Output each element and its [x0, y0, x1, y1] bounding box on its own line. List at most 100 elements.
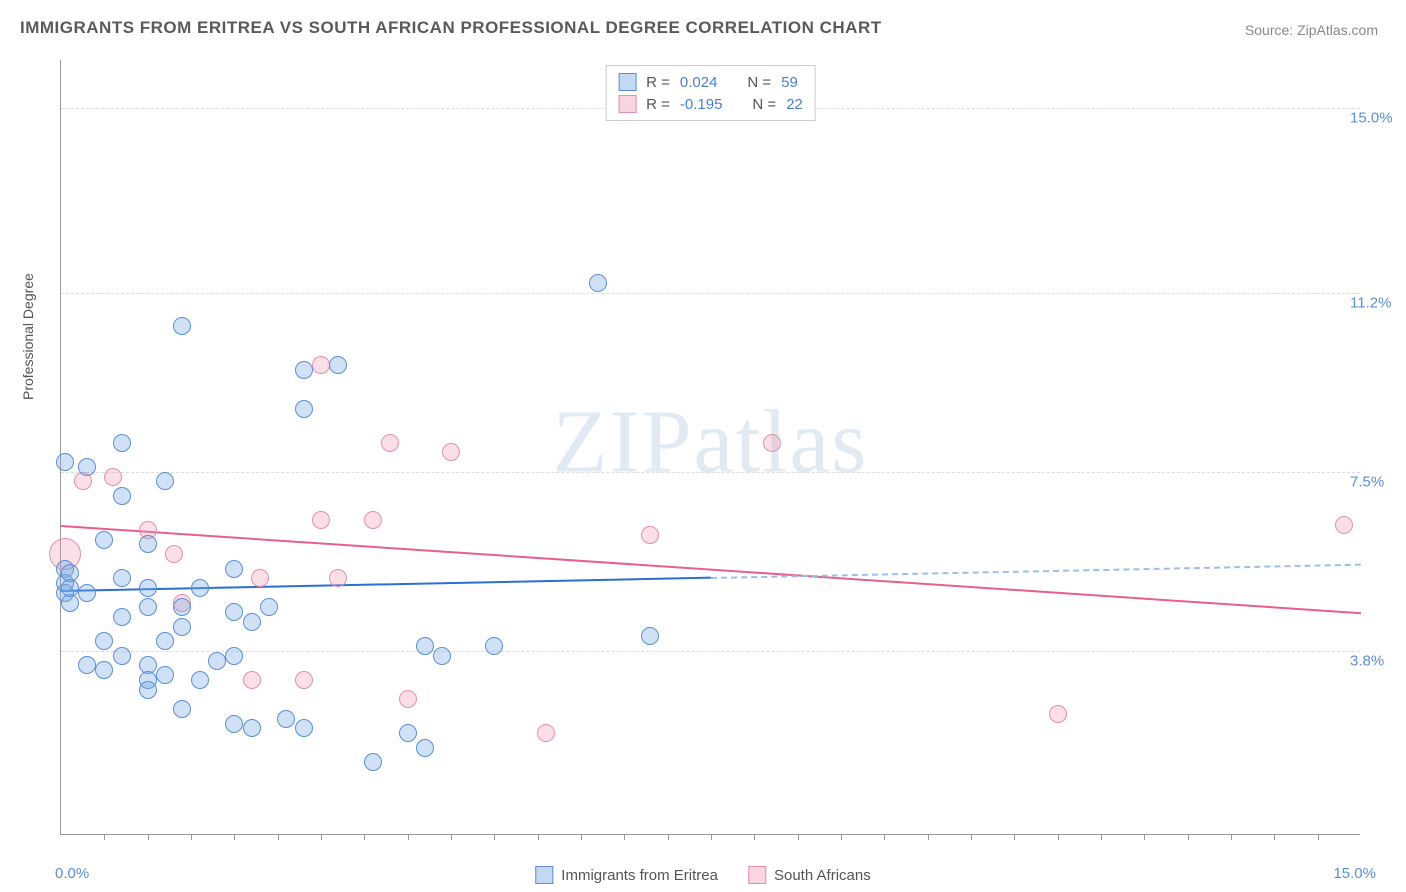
y-tick-label: 15.0% [1350, 110, 1406, 127]
data-point [295, 719, 313, 737]
swatch-pink [618, 95, 636, 113]
legend-row-blue: R = 0.024 N = 59 [618, 71, 803, 93]
data-point [208, 652, 226, 670]
source-attribution: Source: ZipAtlas.com [1245, 22, 1378, 38]
data-point [416, 739, 434, 757]
data-point [641, 627, 659, 645]
data-point [191, 671, 209, 689]
data-point [56, 453, 74, 471]
watermark: ZIPatlas [553, 390, 869, 493]
x-tick-mark [1058, 834, 1059, 840]
data-point [329, 569, 347, 587]
legend-item-blue: Immigrants from Eritrea [535, 866, 718, 884]
x-axis-max-label: 15.0% [1333, 865, 1376, 882]
x-axis-min-label: 0.0% [55, 865, 89, 882]
data-point [139, 598, 157, 616]
data-point [95, 632, 113, 650]
data-point [225, 647, 243, 665]
data-point [381, 434, 399, 452]
x-tick-mark [451, 834, 452, 840]
source-link[interactable]: ZipAtlas.com [1297, 22, 1378, 38]
x-tick-mark [1318, 834, 1319, 840]
data-point [95, 531, 113, 549]
swatch-blue-icon [535, 866, 553, 884]
data-point [1335, 516, 1353, 534]
legend-item-pink: South Africans [748, 866, 871, 884]
data-point [399, 690, 417, 708]
source-prefix: Source: [1245, 22, 1297, 38]
gridline [61, 472, 1360, 473]
swatch-blue [618, 73, 636, 91]
data-point [260, 598, 278, 616]
n-label: N = [752, 96, 776, 113]
data-point [113, 608, 131, 626]
gridline [61, 293, 1360, 294]
data-point [433, 647, 451, 665]
r-label: R = [646, 96, 670, 113]
gridline [61, 651, 1360, 652]
data-point [104, 468, 122, 486]
y-tick-label: 3.8% [1350, 652, 1406, 669]
data-point [295, 361, 313, 379]
data-point [78, 584, 96, 602]
r-value-blue: 0.024 [680, 74, 718, 91]
r-value-pink: -0.195 [680, 96, 723, 113]
data-point [95, 661, 113, 679]
n-value-pink: 22 [786, 96, 803, 113]
data-point [113, 487, 131, 505]
data-point [165, 545, 183, 563]
x-tick-mark [711, 834, 712, 840]
legend-row-pink: R = -0.195 N = 22 [618, 93, 803, 115]
watermark-atlas: atlas [694, 392, 869, 491]
data-point [139, 535, 157, 553]
data-point [295, 400, 313, 418]
x-tick-mark [1188, 834, 1189, 840]
x-tick-mark [234, 834, 235, 840]
data-point [61, 579, 79, 597]
x-tick-mark [971, 834, 972, 840]
y-tick-label: 7.5% [1350, 473, 1406, 490]
n-value-blue: 59 [781, 74, 798, 91]
data-point [78, 656, 96, 674]
trend-line [61, 577, 711, 592]
x-tick-mark [1101, 834, 1102, 840]
r-label: R = [646, 74, 670, 91]
data-point [78, 458, 96, 476]
legend-label-blue: Immigrants from Eritrea [561, 867, 718, 884]
data-point [537, 724, 555, 742]
trend-line [711, 564, 1361, 579]
data-point [329, 356, 347, 374]
x-tick-mark [1231, 834, 1232, 840]
data-point [416, 637, 434, 655]
data-point [139, 579, 157, 597]
data-point [173, 598, 191, 616]
data-point [113, 647, 131, 665]
correlation-legend: R = 0.024 N = 59 R = -0.195 N = 22 [605, 65, 816, 121]
x-tick-mark [581, 834, 582, 840]
x-tick-mark [668, 834, 669, 840]
data-point [589, 274, 607, 292]
legend-label-pink: South Africans [774, 867, 871, 884]
data-point [312, 356, 330, 374]
x-tick-mark [538, 834, 539, 840]
data-point [243, 671, 261, 689]
chart-plot-area: ZIPatlas R = 0.024 N = 59 R = -0.195 N =… [60, 60, 1360, 835]
data-point [156, 666, 174, 684]
data-point [364, 511, 382, 529]
x-tick-mark [841, 834, 842, 840]
x-tick-mark [884, 834, 885, 840]
x-tick-mark [408, 834, 409, 840]
data-point [173, 317, 191, 335]
x-tick-mark [624, 834, 625, 840]
data-point [763, 434, 781, 452]
y-tick-label: 11.2% [1350, 294, 1406, 311]
data-point [156, 472, 174, 490]
x-tick-mark [494, 834, 495, 840]
data-point [295, 671, 313, 689]
x-tick-mark [1274, 834, 1275, 840]
x-tick-mark [148, 834, 149, 840]
data-point [139, 681, 157, 699]
swatch-pink-icon [748, 866, 766, 884]
x-tick-mark [1144, 834, 1145, 840]
data-point [225, 603, 243, 621]
